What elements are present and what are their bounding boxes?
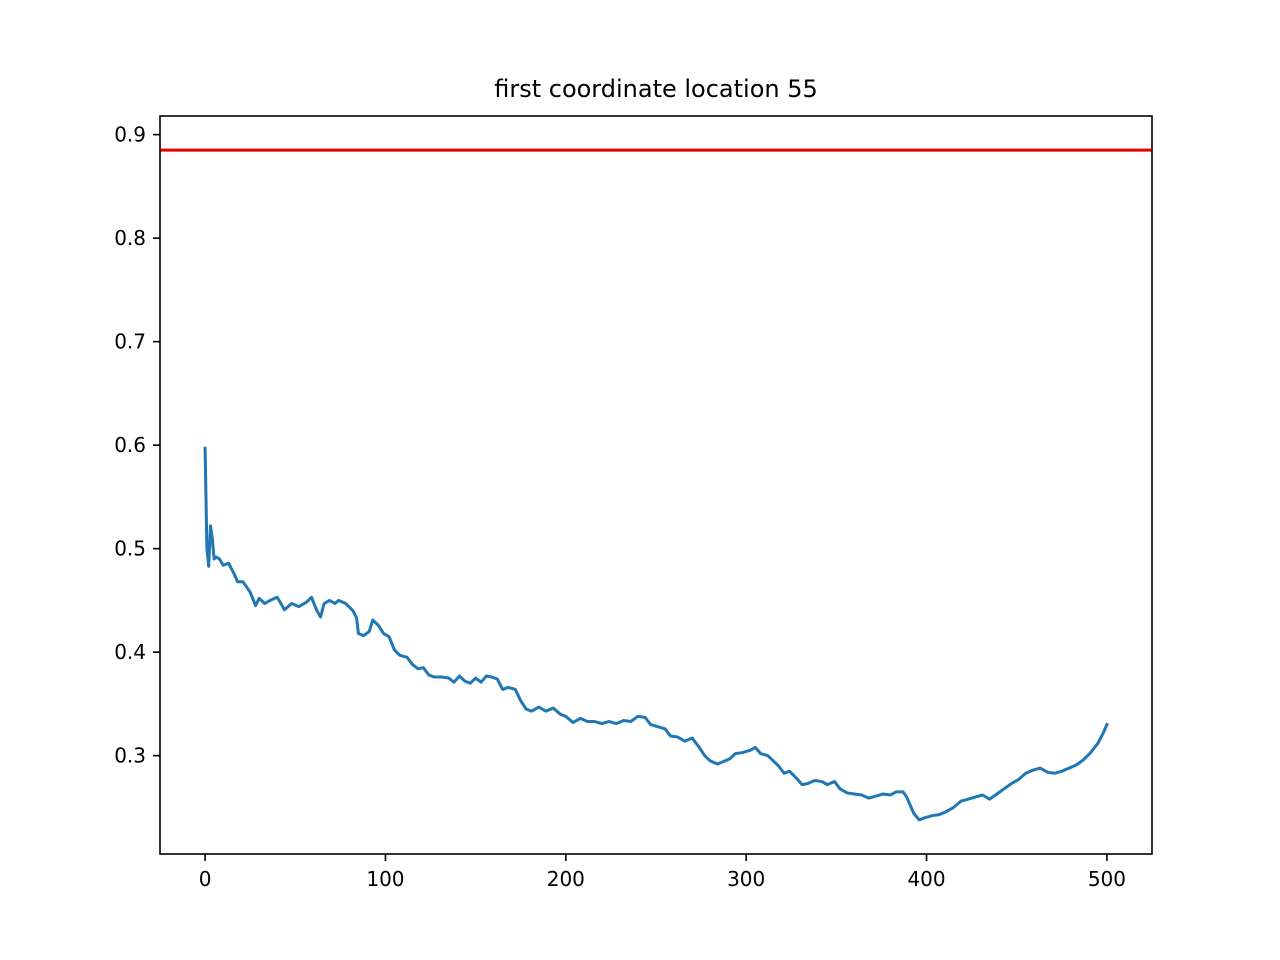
x-tick-label: 200 [547,867,585,891]
y-tick-label: 0.5 [114,537,146,561]
axes-frame [159,115,1153,855]
y-tick-label: 0.9 [114,123,146,147]
y-tick-label: 0.6 [114,433,146,457]
series-line-0 [203,446,1109,822]
x-tick-label: 0 [199,867,212,891]
x-tick-label: 100 [366,867,404,891]
axes: 0 100 200 300 400 500 0.3 0.4 0.5 0.6 0.7 0.8 0.9 [114,115,1153,891]
x-tick-label: 300 [727,867,765,891]
y-tick-label: 0.4 [114,640,146,664]
y-tick-label: 0.8 [114,226,146,250]
plot-area [160,148,1152,822]
chart-title: first coordinate location 55 [494,75,818,103]
y-tick-label: 0.3 [114,744,146,768]
x-tick-label: 400 [907,867,945,891]
x-tick-label: 500 [1088,867,1126,891]
y-tick-label: 0.7 [114,330,146,354]
